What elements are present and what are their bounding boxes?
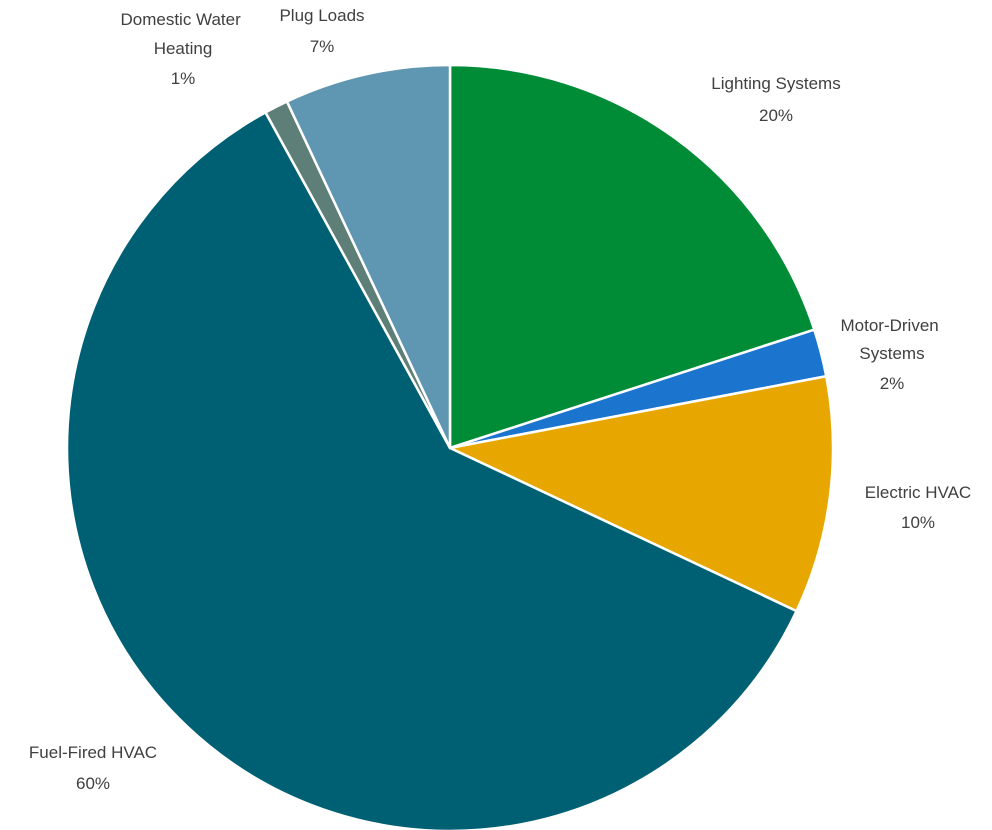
- slice-label-domestic-water-line1: Domestic Water: [120, 10, 241, 29]
- slice-label-lighting-systems: Lighting Systems: [711, 74, 840, 93]
- pie-slice-plug-loads: [285, 63, 452, 450]
- slice-label-fuel-fired-hvac: Fuel-Fired HVAC: [29, 743, 157, 762]
- pie-slice-lighting-systems: [448, 63, 816, 450]
- slice-value-plug-loads: 7%: [310, 37, 335, 56]
- slice-value-electric-hvac: 10%: [901, 513, 935, 532]
- slice-label-plug-loads: Plug Loads: [279, 6, 364, 25]
- slice-label-motor-driven-line1: Motor-Driven: [841, 316, 939, 335]
- slice-label-motor-driven-line2: Systems: [859, 344, 924, 363]
- slice-label-domestic-water-line2: Heating: [154, 39, 213, 58]
- slice-value-fuel-fired-hvac: 60%: [76, 774, 110, 793]
- pie-slice-electric-hvac: [448, 374, 835, 613]
- slice-label-motor-driven-systems: Motor-Driven Systems: [841, 316, 944, 363]
- pie-slices: [65, 63, 835, 830]
- slice-label-electric-hvac: Electric HVAC: [865, 483, 971, 502]
- pie-slice-fuel-fired-hvac: [65, 111, 798, 830]
- slice-value-lighting-systems: 20%: [759, 106, 793, 125]
- slice-label-domestic-water-heating: Domestic Water Heating: [120, 10, 245, 58]
- slice-value-motor-driven-systems: 2%: [880, 374, 905, 393]
- slice-value-domestic-water-heating: 1%: [171, 69, 196, 88]
